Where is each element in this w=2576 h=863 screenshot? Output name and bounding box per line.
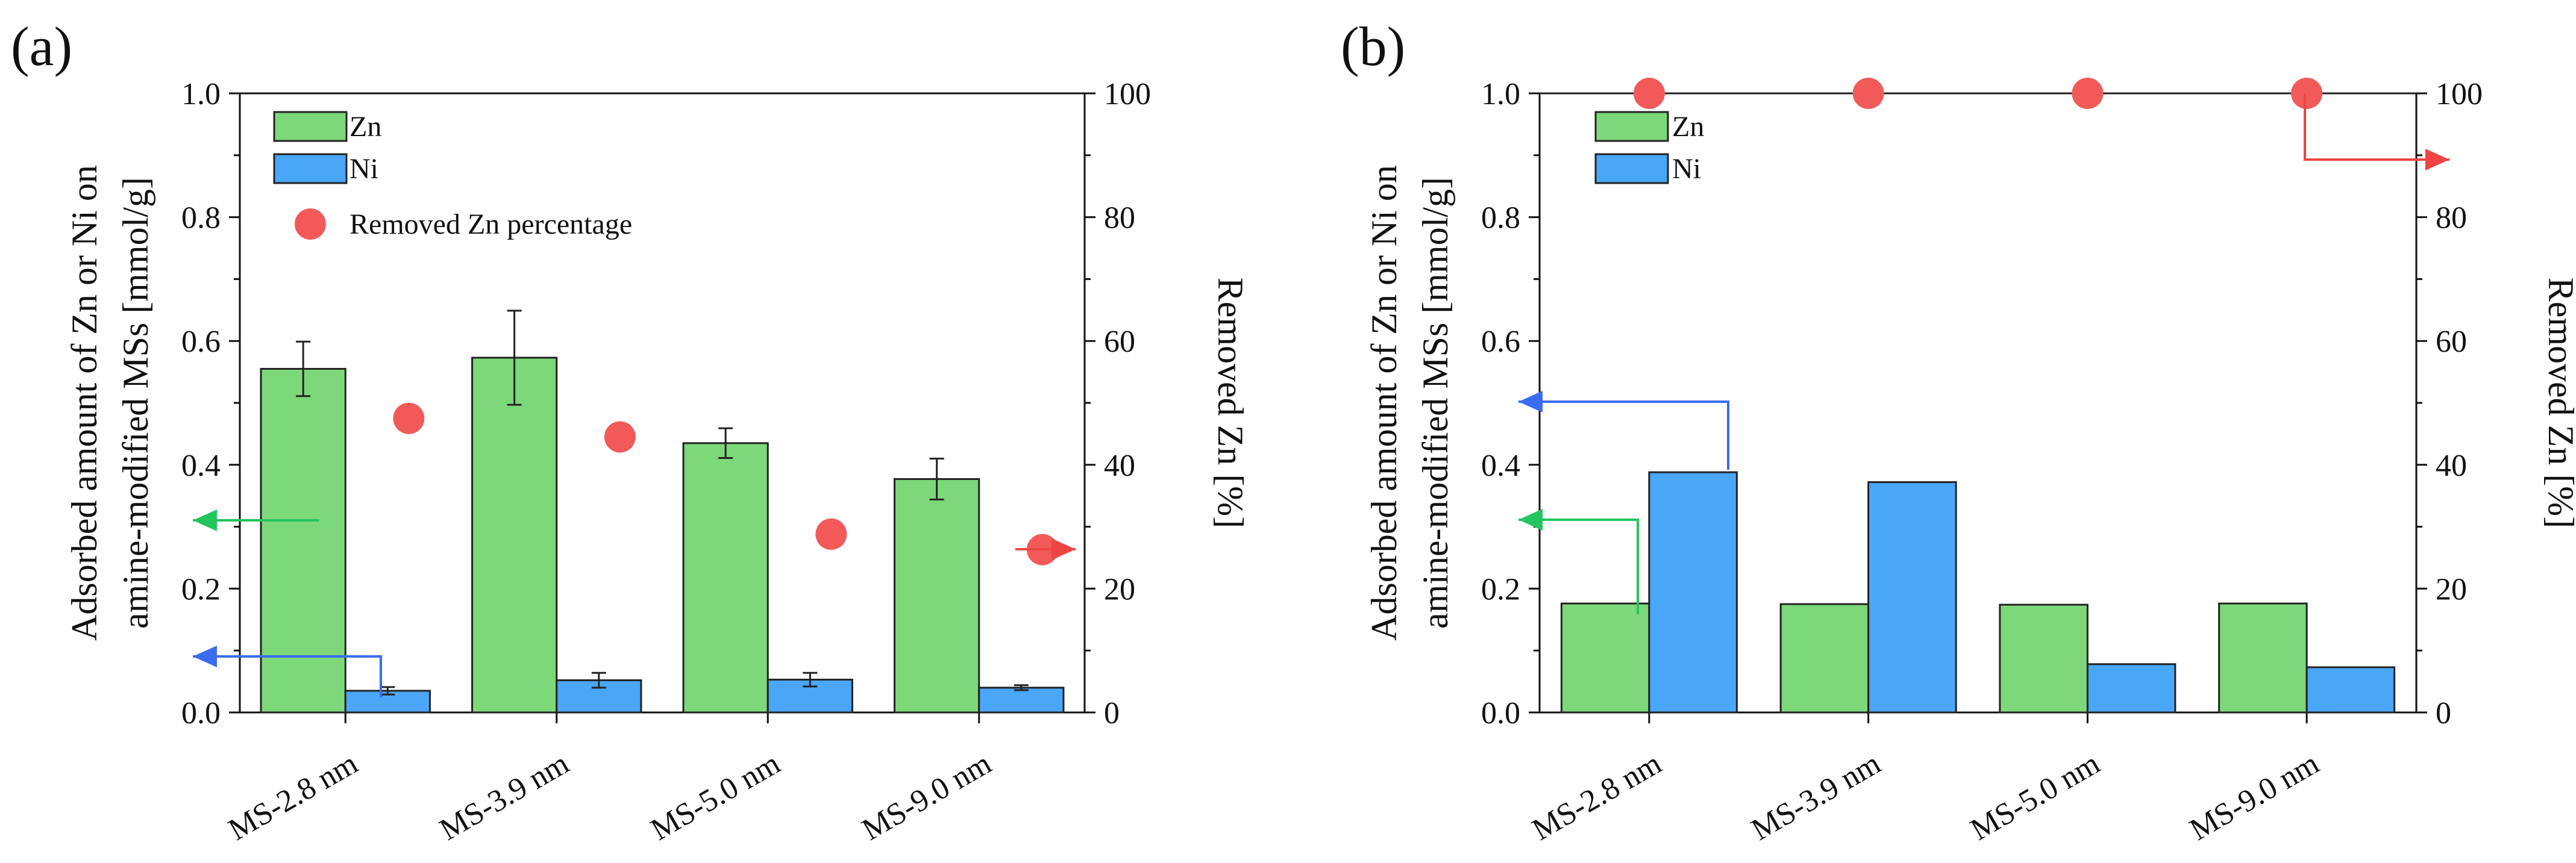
panel-label: (b) <box>1341 16 1405 77</box>
bar-zn-1 <box>471 357 558 714</box>
legend-swatch-ni <box>273 153 348 184</box>
zn-axis-arrow-head <box>1518 509 1543 531</box>
y-tick-label: 0.4 <box>181 449 221 483</box>
bar-ni-3 <box>2305 666 2396 714</box>
x-tick-label: MS-9.0 nm <box>2184 746 2325 847</box>
removed-zn-axis-arrow-head <box>2425 149 2449 170</box>
y2-tick-label: 80 <box>1104 201 1135 235</box>
legend-swatch-zn <box>1594 111 1669 142</box>
legend-label: Zn <box>1672 111 1704 143</box>
y-axis-title: amine-modified MSs [mmol/g] <box>116 177 155 629</box>
y-tick-label: 0.0 <box>181 696 221 731</box>
bar-zn-2 <box>1999 603 2089 714</box>
y-tick-label: 1.0 <box>1481 77 1520 111</box>
legend-label: Ni <box>349 153 378 185</box>
y2-tick-label: 0 <box>1104 696 1120 731</box>
x-tick-label: MS-5.0 nm <box>645 746 786 847</box>
bar-zn-2 <box>682 442 769 714</box>
removed-zn-point-1 <box>1852 78 1884 109</box>
y2-axis-title: Removed Zn [%] <box>2541 278 2576 529</box>
chart-panel-b: (b) 0.0 0.2 0.4 0.6 0.8 1.0 0 20 40 60 80 100 MS-2.8 … <box>1341 16 2576 847</box>
y-tick-label: 0.6 <box>181 325 221 359</box>
y-tick-label: 0.2 <box>1481 572 1520 606</box>
zn-axis-arrow-head <box>193 509 217 531</box>
legend-swatch-ni <box>1594 153 1669 184</box>
bar-ni-2 <box>2086 663 2176 714</box>
y2-tick-label: 20 <box>2436 572 2467 606</box>
legend-label: Zn <box>349 111 381 143</box>
y2-tick-label: 100 <box>1104 77 1151 111</box>
panel-label: (a) <box>11 16 72 77</box>
y2-tick-label: 40 <box>1104 449 1135 483</box>
y2-tick-label: 0 <box>2436 696 2451 731</box>
legend-label: Removed Zn percentage <box>349 208 632 240</box>
x-tick-label: MS-5.0 nm <box>1965 746 2106 847</box>
y-tick-label: 0.4 <box>1481 449 1520 483</box>
bar-zn-0 <box>260 367 346 714</box>
bar-ni-1 <box>1867 481 1957 714</box>
y-axis-title: Adsorbed amount of Zn or Ni on <box>64 165 104 641</box>
removed-zn-point-3 <box>2291 78 2323 109</box>
removed-zn-point-0 <box>393 402 425 434</box>
removed-zn-axis-arrow <box>2304 93 2449 161</box>
bar-zn-0 <box>1560 602 1650 714</box>
y-tick-label: 0.0 <box>1481 696 1520 731</box>
y-axis-title: amine-modified MSs [mmol/g] <box>1415 177 1455 629</box>
legend-marker-removed-zn <box>295 208 326 240</box>
removed-zn-point-0 <box>1633 78 1665 109</box>
x-tick-label: MS-3.9 nm <box>1746 746 1887 847</box>
ni-axis-arrow <box>1518 400 1729 470</box>
removed-zn-axis-arrow-head <box>1051 538 1076 560</box>
y2-tick-label: 40 <box>2436 449 2467 483</box>
x-tick-label: MS-2.8 nm <box>1526 746 1667 847</box>
y2-axis-title: Removed Zn [%] <box>1211 278 1250 529</box>
y-tick-label: 0.8 <box>1481 201 1520 235</box>
bar-zn-3 <box>2218 602 2308 714</box>
removed-zn-point-2 <box>815 518 847 550</box>
y-tick-label: 0.8 <box>181 201 221 235</box>
ni-axis-arrow-head <box>193 646 217 667</box>
removed-zn-point-1 <box>604 421 636 453</box>
y2-tick-label: 60 <box>2436 325 2467 359</box>
y-tick-label: 0.2 <box>181 572 221 606</box>
ni-axis-arrow-head <box>1518 391 1543 413</box>
ni-axis-arrow <box>193 655 382 697</box>
y2-tick-label: 20 <box>1104 572 1135 606</box>
x-tick-label: MS-3.9 nm <box>434 746 575 847</box>
y-tick-label: 1.0 <box>181 77 221 111</box>
y-tick-label: 0.6 <box>1481 325 1520 359</box>
y2-tick-label: 100 <box>2436 77 2483 111</box>
y2-tick-label: 80 <box>2436 201 2467 235</box>
legend-label: Ni <box>1672 153 1701 185</box>
zn-axis-arrow <box>1518 519 1639 614</box>
x-tick-label: MS-9.0 nm <box>856 746 997 847</box>
legend-swatch-zn <box>273 111 348 142</box>
y2-tick-label: 60 <box>1104 325 1135 359</box>
y-axis-title: Adsorbed amount of Zn or Ni on <box>1364 165 1404 641</box>
removed-zn-point-2 <box>2072 78 2104 109</box>
chart-panel-a: (a) 0.0 0.2 0.4 0.6 0.8 1.0 0 20 40 60 80 100 MS-2.8 … <box>11 16 1250 847</box>
bar-ni-0 <box>1648 471 1738 714</box>
bar-zn-1 <box>1779 603 1870 714</box>
x-tick-label: MS-2.8 nm <box>223 746 364 847</box>
bar-zn-3 <box>894 478 980 714</box>
bar-ni-3 <box>978 687 1065 714</box>
